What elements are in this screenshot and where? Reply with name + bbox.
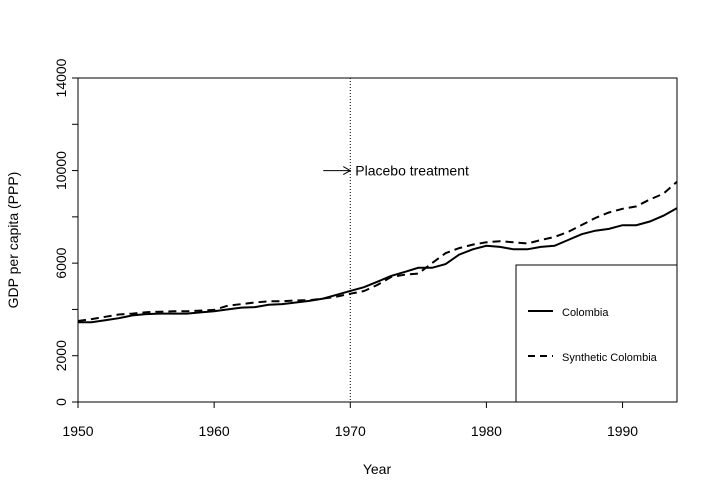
legend-label-synthetic-colombia: Synthetic Colombia: [562, 352, 658, 364]
series-layer: [77, 180, 678, 324]
x-tick-label: 1950: [62, 423, 93, 439]
legend: Colombia Synthetic Colombia: [515, 264, 678, 403]
annotation-text: Placebo treatment: [355, 163, 469, 179]
y-tick-label: 2000: [53, 340, 69, 371]
x-tick-label: 1960: [199, 423, 230, 439]
x-tick-label: 1990: [607, 423, 638, 439]
x-axis-label: Year: [363, 461, 392, 477]
y-axis-label: GDP per capita (PPP): [5, 172, 21, 309]
legend-label-colombia: Colombia: [562, 307, 609, 319]
series-colombia: [78, 207, 678, 324]
y-tick-label: 10000: [53, 151, 69, 190]
annotation-arrow-head: [343, 166, 352, 176]
y-tick-label: 6000: [53, 247, 69, 278]
x-tick-label: 1970: [335, 423, 366, 439]
x-tick-label: 1980: [471, 423, 502, 439]
axes: 1950 1960 1970 1980 1990 0 2000 6000 10000 14000: [53, 58, 638, 439]
annotation: Placebo treatment: [323, 163, 469, 179]
series-synthetic-colombia: [77, 180, 678, 322]
y-tick-label: 14000: [53, 58, 69, 97]
plot-frame: [77, 77, 678, 403]
legend-box: [515, 264, 678, 403]
y-tick-label: 0: [53, 398, 69, 406]
